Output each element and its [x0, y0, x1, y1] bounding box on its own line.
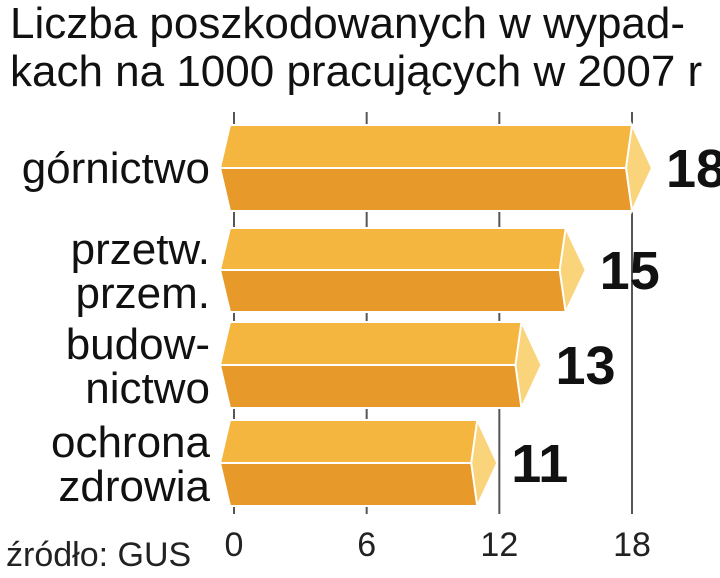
bars [218, 121, 654, 510]
bar-1 [218, 121, 654, 215]
value-label: 15 [600, 241, 660, 301]
bar-4 [218, 416, 499, 510]
bar-top-face [218, 227, 567, 271]
x-axis-ticks: 0 6 12 18 [225, 526, 651, 564]
tick-label-0: 0 [225, 526, 244, 564]
tick-label-12: 12 [480, 526, 518, 564]
category-label: przetw. [71, 225, 210, 274]
bar-end-cap [514, 318, 543, 412]
bar-end-cap [624, 121, 654, 215]
bar-bottom-face [218, 364, 523, 409]
category-labels: górnictwo przetw.przem.budow-nictwo ochron… [22, 144, 211, 511]
bar-top-face [218, 419, 479, 464]
bar-end-cap [558, 224, 587, 316]
category-label: przem. [76, 269, 210, 318]
value-label: 11 [511, 434, 568, 494]
value-label: 18 [666, 139, 720, 199]
tick-label-6: 6 [357, 526, 376, 564]
source-note: źródło: GUS [6, 536, 191, 574]
category-label: ochrona [51, 418, 211, 467]
chart-title-line-1: Liczba poszkodowanych w wypad- [10, 0, 685, 48]
value-label: 13 [555, 336, 615, 396]
category-label: górnictwo [22, 144, 210, 193]
bar-end-cap [470, 416, 499, 510]
bar-bottom-face [218, 269, 567, 313]
category-label: nictwo [85, 364, 210, 413]
bar-3 [218, 318, 543, 412]
category-label: zdrowia [58, 462, 210, 511]
chart-title-line-2: kach na 1000 pracujących w 2007 r [10, 47, 702, 96]
bar-top-face [218, 321, 523, 366]
category-label: budow- [66, 320, 210, 369]
tick-label-18: 18 [613, 526, 651, 564]
bar-top-face [218, 124, 633, 169]
bar-bottom-face [218, 462, 479, 507]
bar-2 [218, 224, 587, 316]
bar-bottom-face [218, 167, 633, 212]
